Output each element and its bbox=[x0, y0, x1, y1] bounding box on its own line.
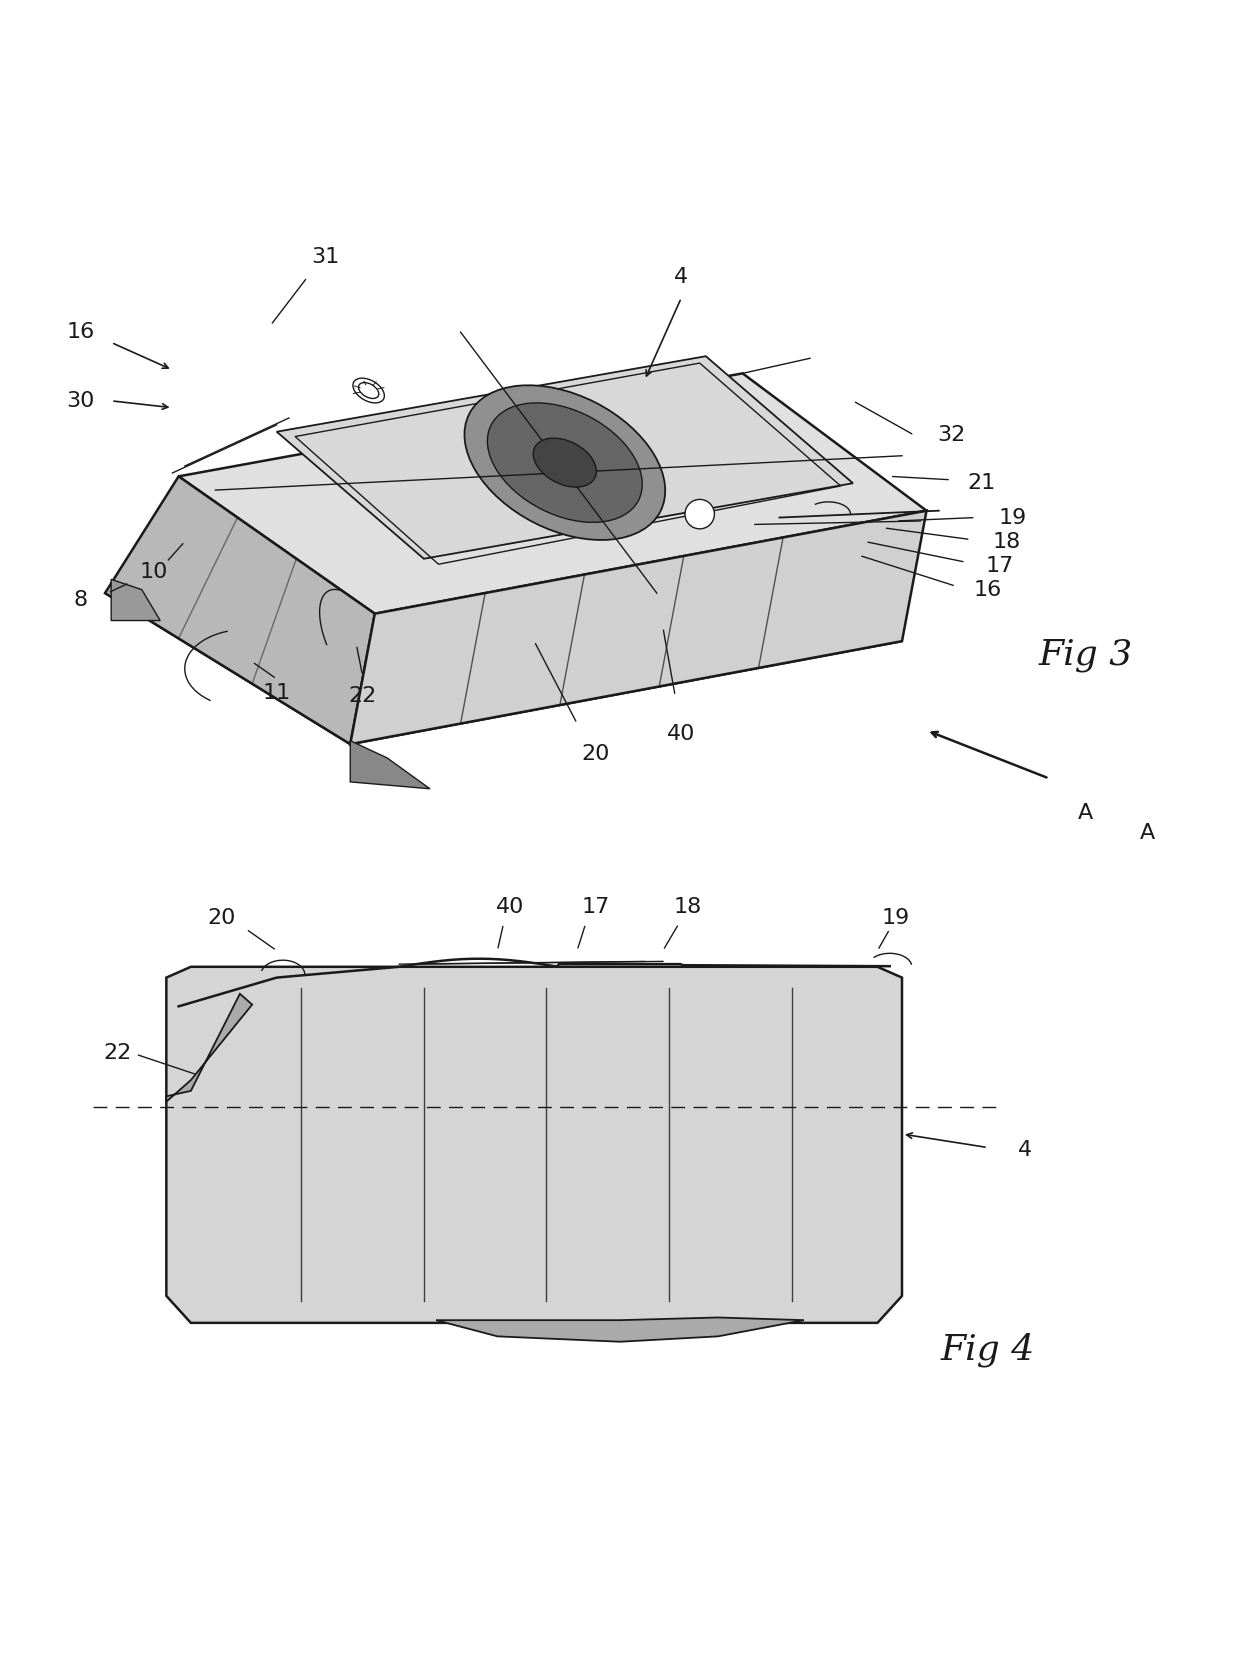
Text: A: A bbox=[1079, 802, 1094, 824]
Text: 30: 30 bbox=[66, 391, 94, 411]
Polygon shape bbox=[166, 966, 901, 1322]
Polygon shape bbox=[179, 373, 926, 613]
Text: A: A bbox=[1140, 824, 1154, 843]
Text: 10: 10 bbox=[140, 562, 169, 583]
Ellipse shape bbox=[465, 386, 665, 540]
Ellipse shape bbox=[487, 403, 642, 522]
Text: 22: 22 bbox=[348, 686, 377, 706]
Polygon shape bbox=[105, 490, 901, 744]
Text: 17: 17 bbox=[582, 898, 610, 918]
Text: 31: 31 bbox=[311, 247, 340, 267]
Text: 20: 20 bbox=[207, 908, 236, 928]
Polygon shape bbox=[350, 510, 926, 744]
Text: 11: 11 bbox=[263, 683, 291, 703]
Text: 20: 20 bbox=[582, 744, 610, 764]
Text: Fig 4: Fig 4 bbox=[941, 1332, 1035, 1367]
Text: 40: 40 bbox=[667, 724, 696, 744]
Text: 22: 22 bbox=[103, 1044, 131, 1064]
Text: 19: 19 bbox=[882, 908, 910, 928]
Polygon shape bbox=[166, 994, 252, 1102]
Text: 8: 8 bbox=[73, 590, 88, 610]
Text: 17: 17 bbox=[986, 555, 1014, 575]
Ellipse shape bbox=[533, 437, 596, 487]
Text: Fig 3: Fig 3 bbox=[1039, 638, 1133, 671]
Text: 4: 4 bbox=[1018, 1140, 1032, 1160]
Polygon shape bbox=[112, 580, 160, 621]
Text: 16: 16 bbox=[67, 321, 94, 341]
Text: 18: 18 bbox=[992, 532, 1021, 552]
Text: 16: 16 bbox=[973, 580, 1002, 600]
Polygon shape bbox=[436, 1317, 804, 1342]
Text: 4: 4 bbox=[675, 267, 688, 287]
Polygon shape bbox=[277, 356, 853, 558]
Polygon shape bbox=[350, 741, 430, 789]
Text: 40: 40 bbox=[496, 898, 523, 918]
Text: 19: 19 bbox=[998, 507, 1027, 527]
Polygon shape bbox=[105, 476, 374, 744]
Text: 21: 21 bbox=[967, 474, 996, 494]
Circle shape bbox=[684, 499, 714, 529]
Text: 32: 32 bbox=[937, 426, 965, 446]
Text: 18: 18 bbox=[673, 898, 702, 918]
